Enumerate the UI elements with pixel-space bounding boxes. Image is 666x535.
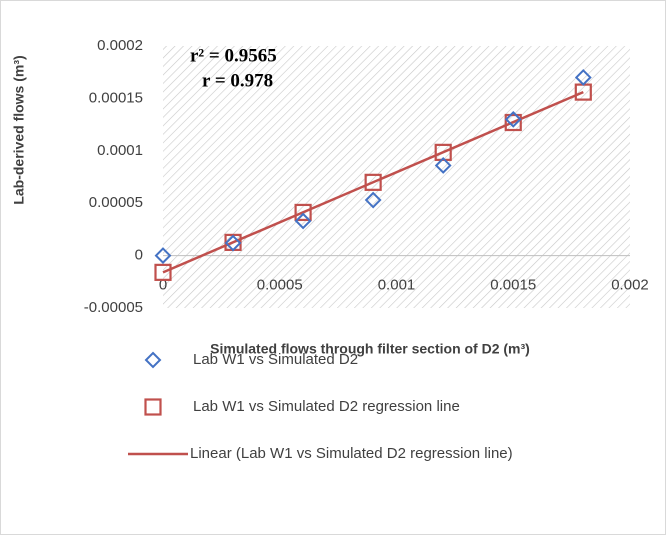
y-axis-title: Lab-derived flows (m³) bbox=[11, 55, 27, 204]
point bbox=[364, 173, 382, 191]
y-tick-label: -0.00005 bbox=[84, 299, 143, 316]
legend-label: Linear (Lab W1 vs Simulated D2 regressio… bbox=[190, 445, 513, 462]
legend-label: Lab W1 vs Simulated D2 bbox=[193, 351, 358, 368]
legend-label: Lab W1 vs Simulated D2 regression line bbox=[193, 398, 460, 415]
x-tick-label: 0.0005 bbox=[257, 277, 303, 294]
point bbox=[224, 234, 242, 252]
x-axis-title: Simulated flows through filter section o… bbox=[210, 341, 530, 357]
annotation: r = 0.978 bbox=[202, 70, 273, 91]
point bbox=[504, 113, 522, 132]
point bbox=[504, 110, 522, 128]
annotation: r² = 0.9565 bbox=[190, 45, 277, 66]
x-tick-label: 0 bbox=[159, 277, 167, 294]
point bbox=[364, 191, 382, 209]
point bbox=[294, 203, 312, 222]
y-tick-label: 0.00015 bbox=[89, 89, 143, 106]
legend-swatch bbox=[144, 398, 162, 416]
point bbox=[574, 69, 592, 86]
point bbox=[434, 157, 452, 174]
y-tick-label: 0.00005 bbox=[89, 194, 143, 211]
trend-line bbox=[162, 90, 584, 274]
x-tick-label: 0.0015 bbox=[490, 277, 536, 294]
x-tick-label: 0.002 bbox=[611, 277, 649, 294]
plot-area bbox=[163, 46, 630, 308]
point bbox=[154, 263, 172, 281]
point bbox=[294, 212, 312, 230]
y-tick-label: 0.0002 bbox=[97, 37, 143, 54]
point bbox=[154, 247, 172, 265]
y-tick-label: 0 bbox=[135, 247, 143, 264]
x-tick-label: 0.001 bbox=[378, 277, 416, 294]
y-tick-label: 0.0001 bbox=[97, 142, 143, 159]
legend-swatch bbox=[144, 351, 162, 369]
